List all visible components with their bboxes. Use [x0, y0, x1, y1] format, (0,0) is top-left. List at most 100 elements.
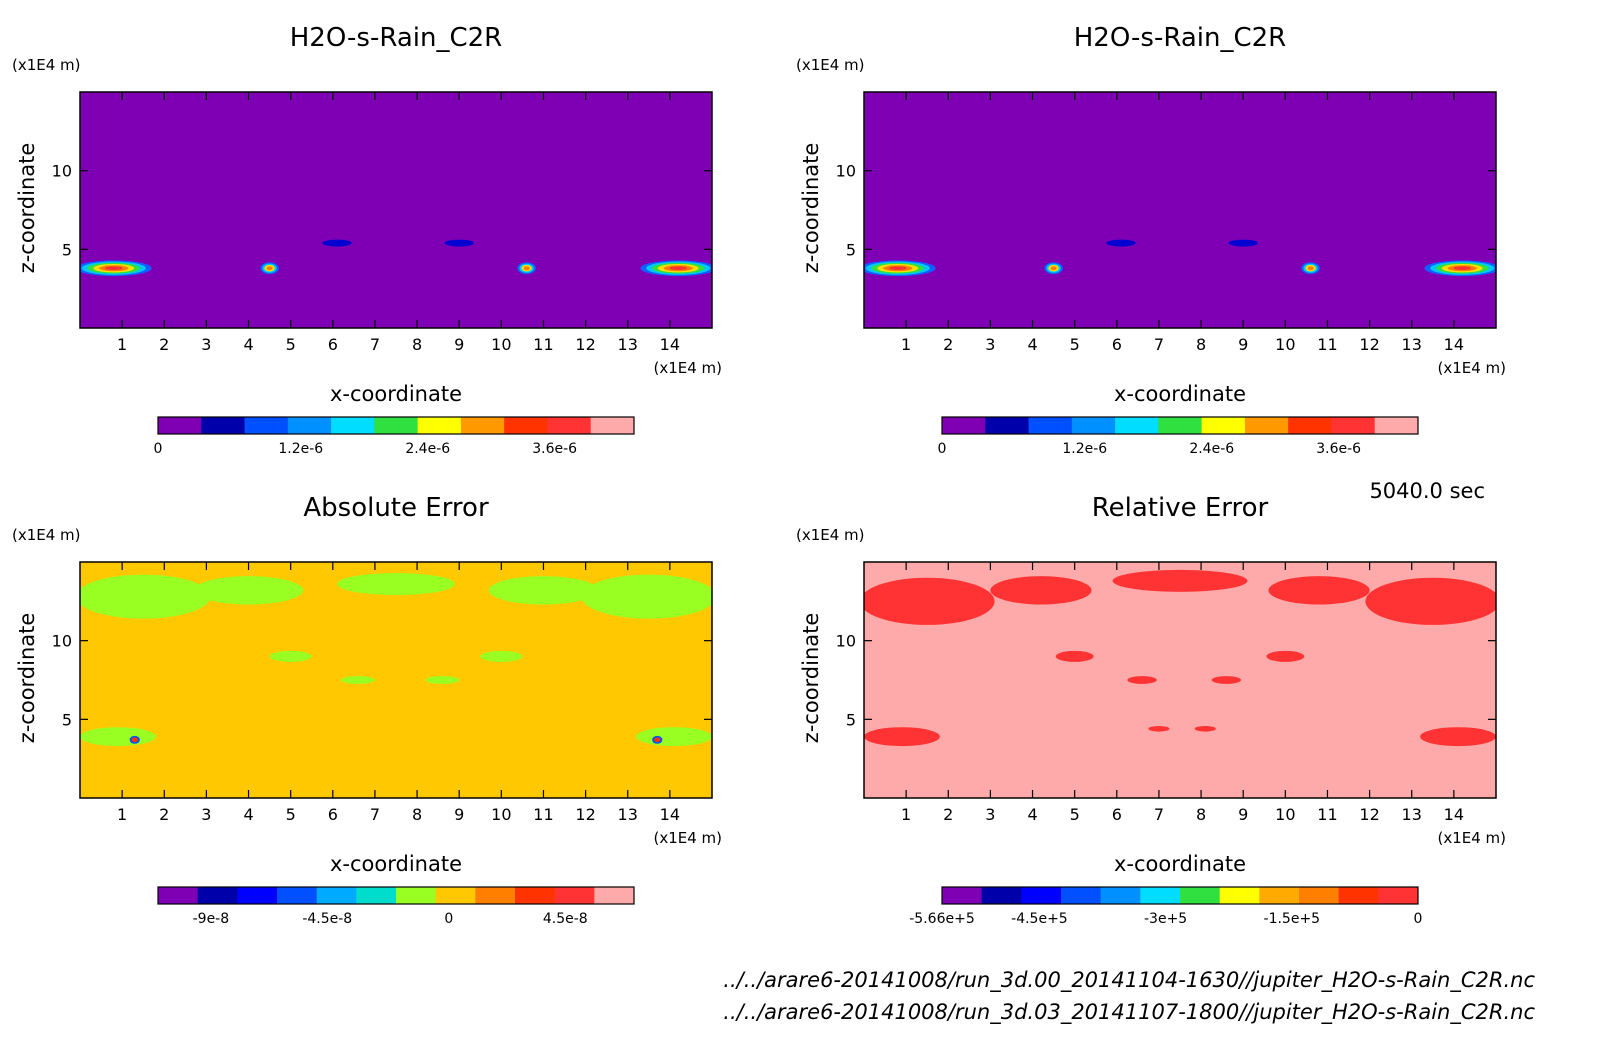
x-tick-label: 10	[1275, 335, 1295, 354]
colorbar-swatch	[1100, 887, 1141, 904]
x-tick-label: 6	[1112, 805, 1122, 824]
colorbar-swatch	[1071, 417, 1116, 434]
colorbar-swatch	[981, 887, 1022, 904]
contour-level	[864, 727, 940, 747]
colorbar-swatch	[460, 417, 505, 434]
colorbar-swatch	[547, 417, 592, 434]
colorbar-label: -3e+5	[1144, 911, 1187, 927]
colorbar-label: -4.5e-8	[302, 911, 352, 927]
plot-frame	[79, 91, 713, 329]
colorbar-label: 1.2e-6	[1062, 441, 1107, 457]
colorbar-swatch	[1374, 417, 1419, 434]
x-tick-label: 2	[943, 805, 953, 824]
contour-level	[1365, 577, 1496, 625]
x-tick-label: 4	[243, 335, 253, 354]
y-unit-label: (x1E4 m)	[796, 526, 865, 544]
x-tick-label: 8	[412, 335, 422, 354]
x-tick-label: 8	[1196, 335, 1206, 354]
chart-title: Relative Error	[1092, 493, 1269, 523]
colorbar-swatch	[554, 887, 595, 904]
x-tick-label: 7	[1154, 335, 1164, 354]
colorbar-swatch	[594, 887, 635, 904]
contour-level	[322, 239, 352, 247]
x-tick-label: 1	[901, 335, 911, 354]
colorbar-swatch	[316, 887, 357, 904]
x-tick-label: 3	[985, 335, 995, 354]
x-tick-label: 10	[491, 335, 511, 354]
x-tick-label: 1	[901, 805, 911, 824]
colorbar-label: 3.6e-6	[1316, 441, 1361, 457]
x-tick-label: 9	[1238, 335, 1248, 354]
contour-level	[1148, 725, 1170, 732]
colorbar-label: 2.4e-6	[405, 441, 450, 457]
contour-level	[1127, 676, 1157, 684]
x-tick-label: 4	[1027, 335, 1037, 354]
colorbar-swatch	[356, 887, 397, 904]
colorbar-frame	[157, 886, 635, 905]
contour-regions	[864, 239, 1496, 277]
x-axis-label: x-coordinate	[330, 852, 462, 876]
contour-level	[1453, 266, 1472, 271]
x-tick-label: 5	[286, 335, 296, 354]
y-axis-label: z-coordinate	[799, 613, 823, 744]
x-tick-label: 5	[286, 805, 296, 824]
y-tick-label: 10	[836, 632, 856, 651]
contour-level	[990, 576, 1092, 605]
x-unit-label: (x1E4 m)	[653, 829, 722, 847]
x-tick-label: 14	[660, 805, 680, 824]
contour-level	[1050, 266, 1057, 271]
colorbar-swatch	[1299, 887, 1340, 904]
x-tick-label: 14	[660, 335, 680, 354]
colorbar-swatch	[1140, 887, 1181, 904]
contour-level	[636, 727, 712, 747]
y-tick-label: 5	[62, 240, 72, 259]
contour-level	[266, 266, 273, 271]
time-label: 5040.0 sec	[1369, 479, 1485, 503]
colorbar-swatch	[1219, 887, 1260, 904]
panel-1: H2O-s-Rain_C2R(x1E4 m)1 2 3 4 5 6 7 8 9 10 11 12 13 1…	[12, 23, 722, 457]
y-axis-label: z-coordinate	[15, 143, 39, 274]
colorbar-swatch	[158, 417, 202, 434]
x-tick-label: 9	[454, 805, 464, 824]
colorbar-swatch	[1180, 887, 1221, 904]
plot-background	[864, 92, 1496, 328]
colorbar-swatch	[435, 887, 476, 904]
contour-level	[864, 577, 995, 625]
x-tick-label: 12	[1359, 335, 1379, 354]
colorbar-swatch	[1244, 417, 1289, 434]
colorbar-swatch	[475, 887, 516, 904]
colorbar-swatch	[504, 417, 548, 434]
contour-level	[1211, 676, 1242, 684]
y-unit-label: (x1E4 m)	[12, 56, 81, 74]
x-tick-label: 6	[1112, 335, 1122, 354]
colorbar-swatch	[374, 417, 419, 434]
contour-level	[80, 727, 156, 747]
contour-level	[104, 266, 123, 271]
contour-level	[341, 676, 375, 684]
x-tick-label: 13	[618, 805, 638, 824]
contour-level	[1194, 725, 1216, 732]
colorbar-swatch	[201, 417, 246, 434]
colorbar: -9e-8 -4.5e-8 0 4.5e-8	[157, 886, 635, 927]
contour-level	[1112, 569, 1248, 592]
colorbar-label: 0	[154, 441, 163, 457]
colorbar-label: 0	[1414, 911, 1423, 927]
y-unit-label: (x1E4 m)	[12, 526, 81, 544]
x-tick-label: 11	[1317, 335, 1337, 354]
x-tick-label: 4	[243, 805, 253, 824]
x-axis-label: x-coordinate	[1114, 382, 1246, 406]
colorbar-swatch	[396, 887, 437, 904]
x-tick-label: 2	[159, 805, 169, 824]
contour-regions	[80, 573, 712, 747]
x-tick-label: 3	[201, 805, 211, 824]
x-tick-label: 14	[1444, 335, 1464, 354]
x-tick-label: 13	[1402, 335, 1422, 354]
x-tick-label: 11	[1317, 805, 1337, 824]
contour-level	[480, 650, 523, 662]
x-tick-label: 8	[412, 805, 422, 824]
x-unit-label: (x1E4 m)	[1437, 359, 1506, 377]
plot-frame	[863, 561, 1497, 799]
plot-frame	[79, 561, 713, 799]
plot-frame	[863, 91, 1497, 329]
colorbar-label: 3.6e-6	[532, 441, 577, 457]
